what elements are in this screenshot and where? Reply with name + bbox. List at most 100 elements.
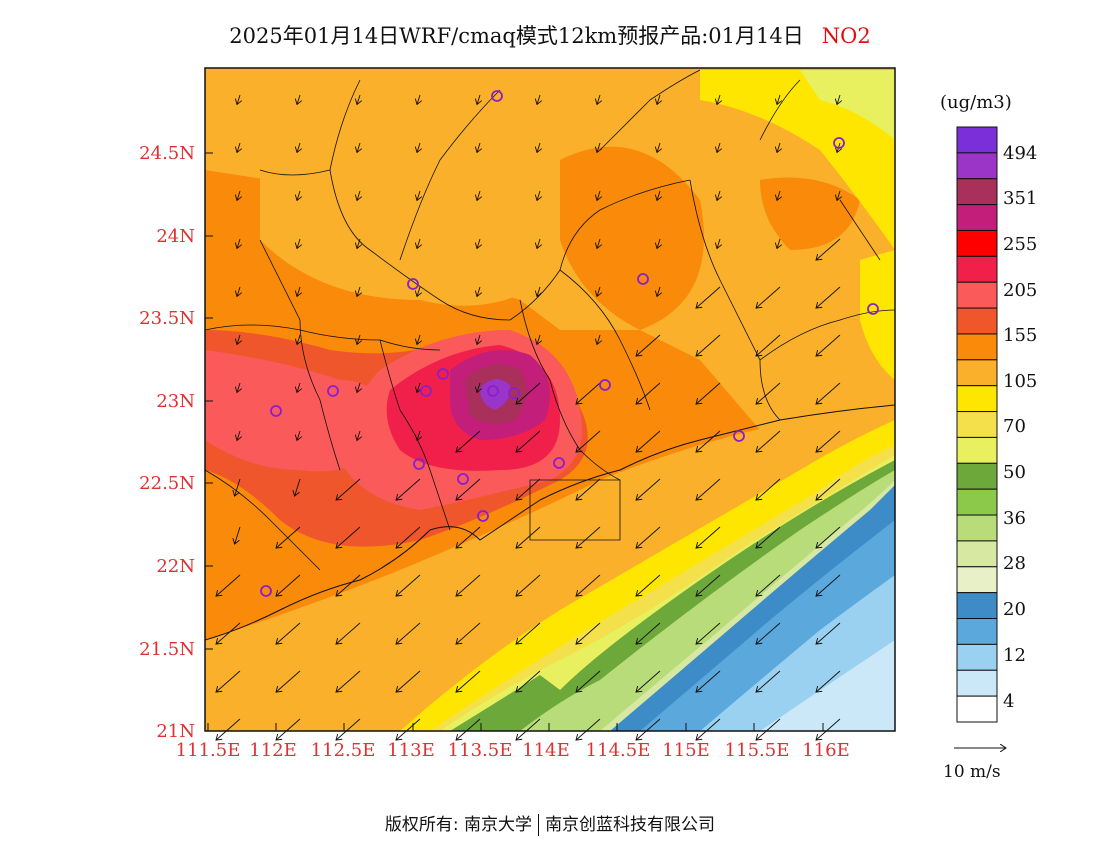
wind-arrow (657, 190, 660, 201)
wind-arrow (717, 238, 720, 249)
wind-arrow (756, 574, 781, 596)
colorbar-swatch (956, 618, 998, 645)
lat-tick: 21N (156, 721, 195, 742)
wind-arrow (696, 670, 721, 692)
colorbar-swatch (956, 462, 998, 490)
wind-arrow (696, 286, 721, 308)
lat-tick: 24N (156, 226, 195, 247)
wind-arrow (417, 334, 420, 345)
colorbar-label: 4 (1003, 691, 1015, 712)
colorbar-swatch (956, 307, 998, 335)
wind-arrow (696, 478, 721, 500)
wind-arrow (636, 574, 661, 596)
wind-arrow (756, 670, 781, 692)
colorbar-swatch (956, 281, 998, 309)
wind-arrow (417, 190, 420, 201)
wind-arrow (636, 670, 661, 692)
wind-arrow (456, 574, 481, 596)
wind-arrow (816, 478, 841, 500)
colorbar-swatch (956, 152, 998, 180)
wind-arrow (576, 670, 601, 692)
wind-arrow (756, 478, 781, 500)
wind-arrow (816, 430, 841, 452)
wind-arrow (237, 382, 240, 393)
city-marker (599, 379, 611, 391)
wind-arrow (696, 430, 721, 452)
wind-arrow (235, 478, 241, 496)
species-label: NO2 (821, 24, 871, 48)
colorbar (956, 126, 998, 723)
city-marker (733, 430, 745, 442)
wind-arrow (477, 382, 480, 393)
wind-arrow (237, 334, 240, 345)
map-title: 2025年01月14日WRF/cmaq模式12km预报产品:01月14日 NO2 (0, 20, 1100, 50)
lon-tick: 115E (662, 740, 710, 761)
lon-tick: 115.5E (724, 740, 790, 761)
wind-arrow (297, 238, 300, 249)
colorbar-units: (ug/m3) (940, 92, 1012, 113)
wind-arrow (516, 478, 541, 500)
wind-arrow (516, 526, 541, 548)
wind-arrow (696, 574, 721, 596)
colorbar-swatch (956, 436, 998, 464)
wind-arrow (297, 190, 300, 201)
wind-arrow (756, 430, 781, 452)
lon-tick: 113.5E (447, 740, 513, 761)
wind-arrow (756, 334, 781, 356)
wind-arrow (657, 238, 660, 249)
wind-arrow (477, 334, 480, 345)
copyright-left: 版权所有: 南京大学 (384, 815, 533, 835)
wind-arrow (357, 430, 360, 441)
wind-arrow (216, 670, 241, 692)
colorbar-swatch (956, 695, 998, 723)
wind-arrow (576, 478, 601, 500)
wind-arrow (537, 190, 540, 201)
city-marker (508, 387, 520, 399)
wind-arrow (696, 622, 721, 644)
wind-arrow (756, 622, 781, 644)
wind-arrow (237, 238, 240, 249)
wind-arrow (657, 286, 660, 297)
wind-arrow (357, 94, 360, 105)
wind-arrow (456, 718, 481, 740)
wind-arrow (597, 334, 600, 345)
wind-arrow (295, 478, 301, 496)
wind-arrow (216, 622, 241, 644)
colorbar-label: 50 (1003, 462, 1026, 483)
wind-arrow (537, 94, 540, 105)
wind-arrow (816, 670, 841, 692)
wind-arrow (537, 238, 540, 249)
wind-arrow (276, 718, 301, 740)
lon-tick: 113E (387, 740, 435, 761)
wind-arrow (276, 622, 301, 644)
wind-arrow (636, 622, 661, 644)
wind-arrow (717, 94, 720, 105)
colorbar-label: 105 (1003, 371, 1038, 392)
wind-arrow (297, 286, 300, 297)
wind-arrow (456, 430, 481, 452)
wind-arrow (756, 382, 781, 404)
wind-arrow (456, 622, 481, 644)
colorbar-label: 155 (1003, 325, 1038, 346)
colorbar-swatch (956, 385, 998, 413)
wind-arrow (297, 382, 300, 393)
wind-arrow (276, 526, 301, 548)
wind-arrow (576, 574, 601, 596)
wind-vectors (216, 94, 841, 740)
wind-arrow (396, 622, 421, 644)
city-marker (867, 303, 879, 315)
wind-arrow (297, 430, 300, 441)
lat-tick: 24.5N (139, 143, 195, 164)
colorbar-swatch (956, 126, 998, 154)
wind-arrow (396, 670, 421, 692)
wind-arrow (777, 190, 780, 201)
wind-reference-arrow (954, 738, 1020, 758)
lon-tick: 116E (802, 740, 850, 761)
wind-arrow (816, 574, 841, 596)
wind-arrow (417, 94, 420, 105)
lon-tick: 114.5E (585, 740, 651, 761)
colorbar-swatch (956, 514, 998, 542)
wind-arrow (597, 94, 600, 105)
colorbar-label: 351 (1003, 188, 1038, 209)
